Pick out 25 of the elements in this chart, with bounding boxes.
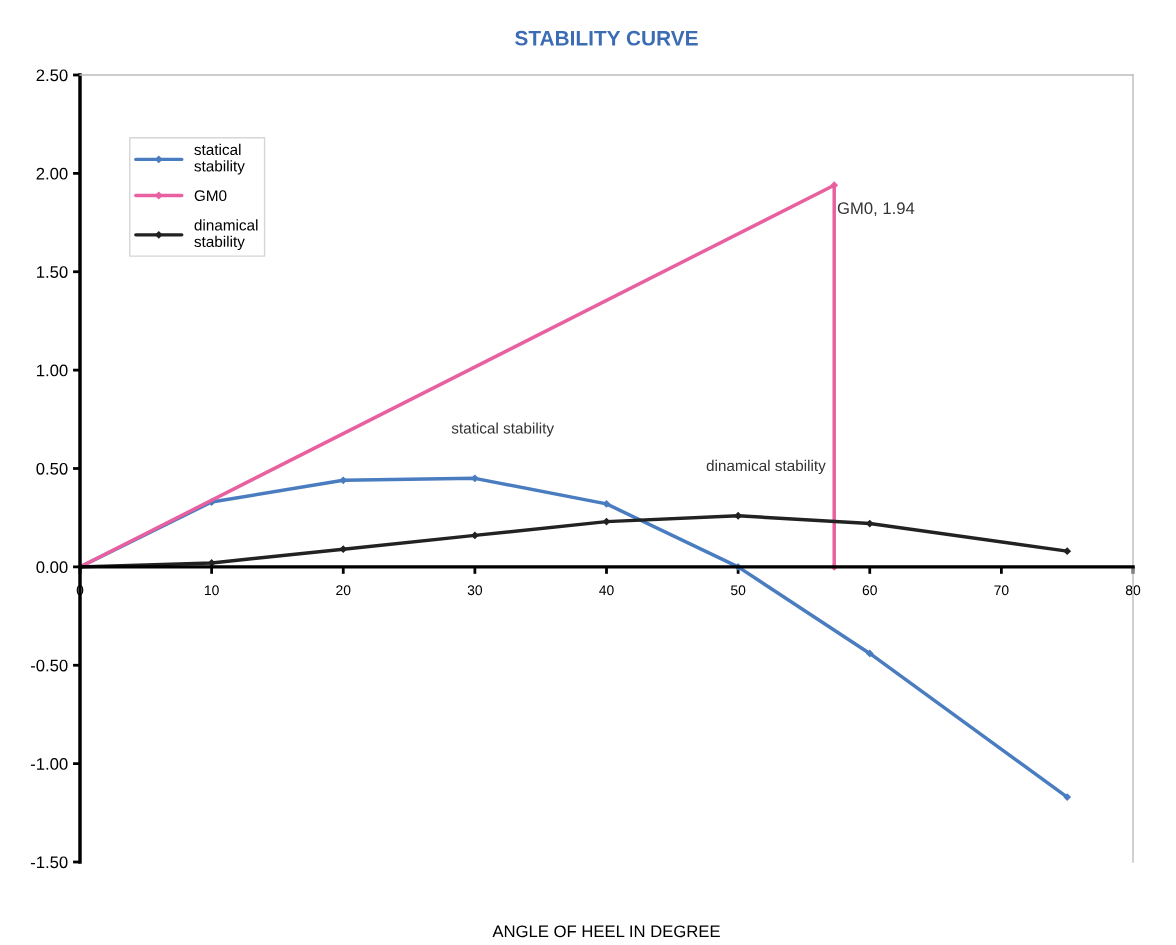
annotation: dinamical stability: [706, 459, 826, 475]
y-tick-label: 0.00: [36, 561, 68, 574]
x-tick-label: 60: [862, 585, 877, 596]
chart-title: STABILITY CURVE: [515, 30, 698, 46]
x-tick-label: 30: [467, 585, 483, 596]
x-tick-label: 50: [730, 585, 746, 596]
x-tick-label: 40: [599, 585, 614, 596]
legend-label: GM0: [194, 190, 227, 202]
y-tick-label: 0.50: [36, 462, 68, 475]
y-tick-label: 2.50: [36, 69, 68, 82]
legend-label: statical stability: [194, 143, 245, 175]
annotation: statical stability: [451, 422, 554, 437]
x-tick-label: 80: [1125, 585, 1141, 596]
y-tick-label: -1.00: [30, 758, 68, 770]
x-axis-title: ANGLE OF HEEL IN DEGREE: [492, 925, 720, 938]
x-tick-label: 70: [994, 585, 1009, 596]
y-tick-label: 2.00: [36, 167, 68, 180]
y-tick-label: -0.50: [30, 659, 68, 672]
data-label: GM0, 1.94: [837, 202, 915, 217]
y-tick-label: -1.50: [30, 856, 68, 869]
legend-label: dinamical stability: [194, 219, 258, 251]
y-tick-label: 1.00: [37, 364, 68, 377]
x-tick-label: 10: [204, 585, 219, 596]
y-tick-label: 1.50: [37, 266, 68, 278]
x-tick-label: 20: [336, 585, 351, 596]
